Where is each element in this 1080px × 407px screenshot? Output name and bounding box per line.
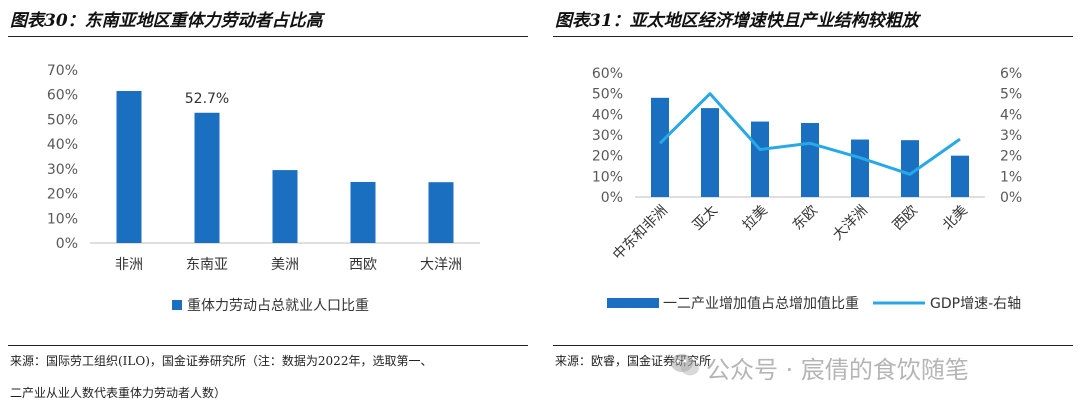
y-left-tick-label: 0% [601, 190, 623, 206]
y-right-tick-label: 1% [1000, 169, 1022, 185]
gdp-growth-line [658, 92, 961, 176]
left-bar-chart: 0% 10% 20% 30% 40% 50% 60% 70% 非洲 东南亚 美洲 西欧 大洋洲 52.7%… [47, 63, 480, 314]
right-source-note: 来源：欧睿，国金证券研究所 [555, 354, 712, 368]
x-tick-label: 大洋洲 [830, 203, 871, 244]
x-tick-label: 东欧 [790, 203, 821, 234]
watermark-text: 公众号 · 宸倩的食饮随笔 [706, 356, 969, 384]
y-right-tick-label: 4% [1000, 107, 1022, 123]
bar-3 [350, 181, 376, 243]
y-left-tick-label: 40% [592, 107, 623, 123]
x-tick-label: 西欧 [349, 257, 377, 273]
x-tick-label: 美洲 [271, 257, 299, 273]
legend-label: 重体力劳动占总就业人口比重 [187, 298, 369, 314]
y-left-tick-label: 30% [592, 128, 623, 144]
y-tick-label: 50% [47, 112, 78, 128]
x-tick-label: 拉美 [740, 203, 771, 234]
x-tick-label: 东南亚 [186, 257, 228, 273]
legend-label-bar: 一二产业增加值占总增加值比重 [663, 296, 859, 312]
bar-0 [116, 91, 142, 243]
y-right-tick-label: 0% [1000, 190, 1022, 206]
x-tick-label: 中东和非洲 [610, 203, 671, 264]
legend-swatch [172, 300, 182, 310]
right-source-rule [553, 345, 1073, 346]
y-tick-label: 40% [47, 137, 78, 153]
wechat-logo-icon [671, 354, 699, 376]
y-tick-label: 10% [47, 211, 78, 227]
y-tick-label: 60% [47, 88, 78, 104]
legend-label-line: GDP增速-右轴 [930, 296, 1021, 312]
right-title-rule [553, 36, 1073, 37]
y-left-tick-label: 60% [592, 66, 623, 82]
bar-4 [851, 139, 869, 197]
y-tick-label: 0% [56, 236, 78, 252]
y-tick-label: 70% [47, 63, 78, 79]
x-tick-label: 非洲 [115, 257, 143, 273]
right-combo-chart: 0% 10% 20% 30% 40% 50% 60% 0% 1% 2% 3% 4% 5% 6% 中东和非洲亚… [592, 66, 1022, 312]
y-left-tick-label: 10% [592, 169, 623, 185]
left-figure-title: 图表30：东南亚地区重体力劳动者占比高 [10, 11, 323, 31]
bar-6 [951, 155, 969, 197]
right-figure-title: 图表31：亚太地区经济增速快且产业结构较粗放 [555, 11, 919, 31]
x-tick-label: 大洋洲 [420, 257, 462, 273]
bar-4 [428, 182, 454, 243]
y-tick-label: 20% [47, 187, 78, 203]
x-tick-label: 西欧 [890, 203, 921, 234]
bar-0 [651, 97, 669, 197]
left-source-note: 来源：国际劳工组织(ILO)，国金证券研究所（注：数据为2022年，选取第一、 [10, 354, 433, 368]
bar-1 [701, 108, 719, 197]
bar-2 [751, 121, 769, 197]
x-tick-label: 北美 [940, 203, 971, 234]
bar-1 [194, 112, 220, 244]
y-right-tick-label: 6% [1000, 66, 1022, 82]
bar-5 [901, 140, 919, 197]
left-title-rule [8, 36, 528, 37]
y-tick-label: 30% [47, 162, 78, 178]
bar-3 [801, 123, 819, 197]
bar-2 [272, 170, 298, 243]
x-tick-label: 亚太 [690, 203, 721, 234]
y-left-tick-label: 50% [592, 87, 623, 103]
y-right-tick-label: 2% [1000, 149, 1022, 165]
y-left-tick-label: 20% [592, 149, 623, 165]
data-label: 52.7% [185, 91, 229, 107]
y-right-tick-label: 5% [1000, 87, 1022, 103]
left-source-rule [8, 345, 528, 346]
y-right-tick-label: 3% [1000, 128, 1022, 144]
legend-swatch-bar [607, 298, 659, 308]
left-source-note-line2: 二产业从业人数代表重体力劳动者人数） [10, 386, 227, 400]
